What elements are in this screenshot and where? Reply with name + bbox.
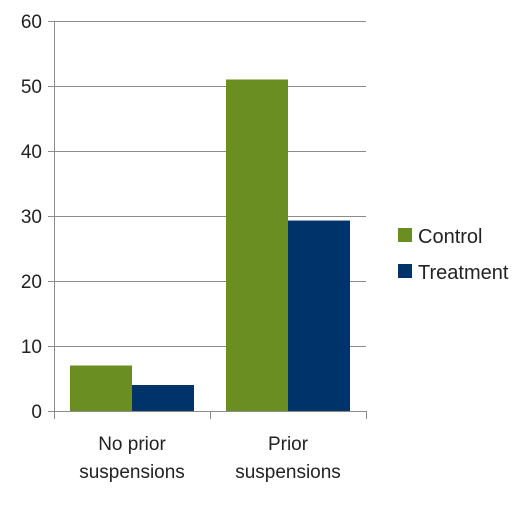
legend-swatch-treatment (398, 264, 412, 278)
x-category-label-line: suspensions (235, 462, 341, 483)
x-category-label-1: Prior suspensions (235, 434, 341, 483)
axes (48, 21, 367, 419)
y-tick-label-0: 0 (31, 402, 42, 423)
bars (70, 79, 350, 411)
y-tick-label-60: 60 (21, 12, 42, 33)
y-tick-label-40: 40 (21, 142, 42, 163)
y-tick-label-30: 30 (21, 207, 42, 228)
x-category-label-line: Prior (268, 434, 309, 455)
y-tick-label-10: 10 (21, 337, 42, 358)
bar-treatment-no-prior-suspensions (132, 385, 194, 411)
legend-label-control: Control (418, 226, 482, 248)
y-tick-label-50: 50 (21, 77, 42, 98)
bar-treatment-prior-suspensions (288, 220, 350, 411)
x-category-label-line: suspensions (79, 462, 185, 483)
y-axis-ticks: 0 10 20 30 40 50 60 (21, 12, 42, 423)
x-category-label-line: No prior (98, 434, 166, 455)
x-category-label-0: No prior suspensions (79, 434, 185, 483)
x-axis-category-labels: No prior suspensions Prior suspensions (79, 434, 341, 483)
legend-label-treatment: Treatment (418, 262, 509, 284)
legend-swatch-control (398, 228, 412, 242)
legend: Control Treatment (398, 226, 509, 284)
y-tick-label-20: 20 (21, 272, 42, 293)
bar-control-prior-suspensions (226, 79, 288, 411)
bar-control-no-prior-suspensions (70, 365, 132, 411)
